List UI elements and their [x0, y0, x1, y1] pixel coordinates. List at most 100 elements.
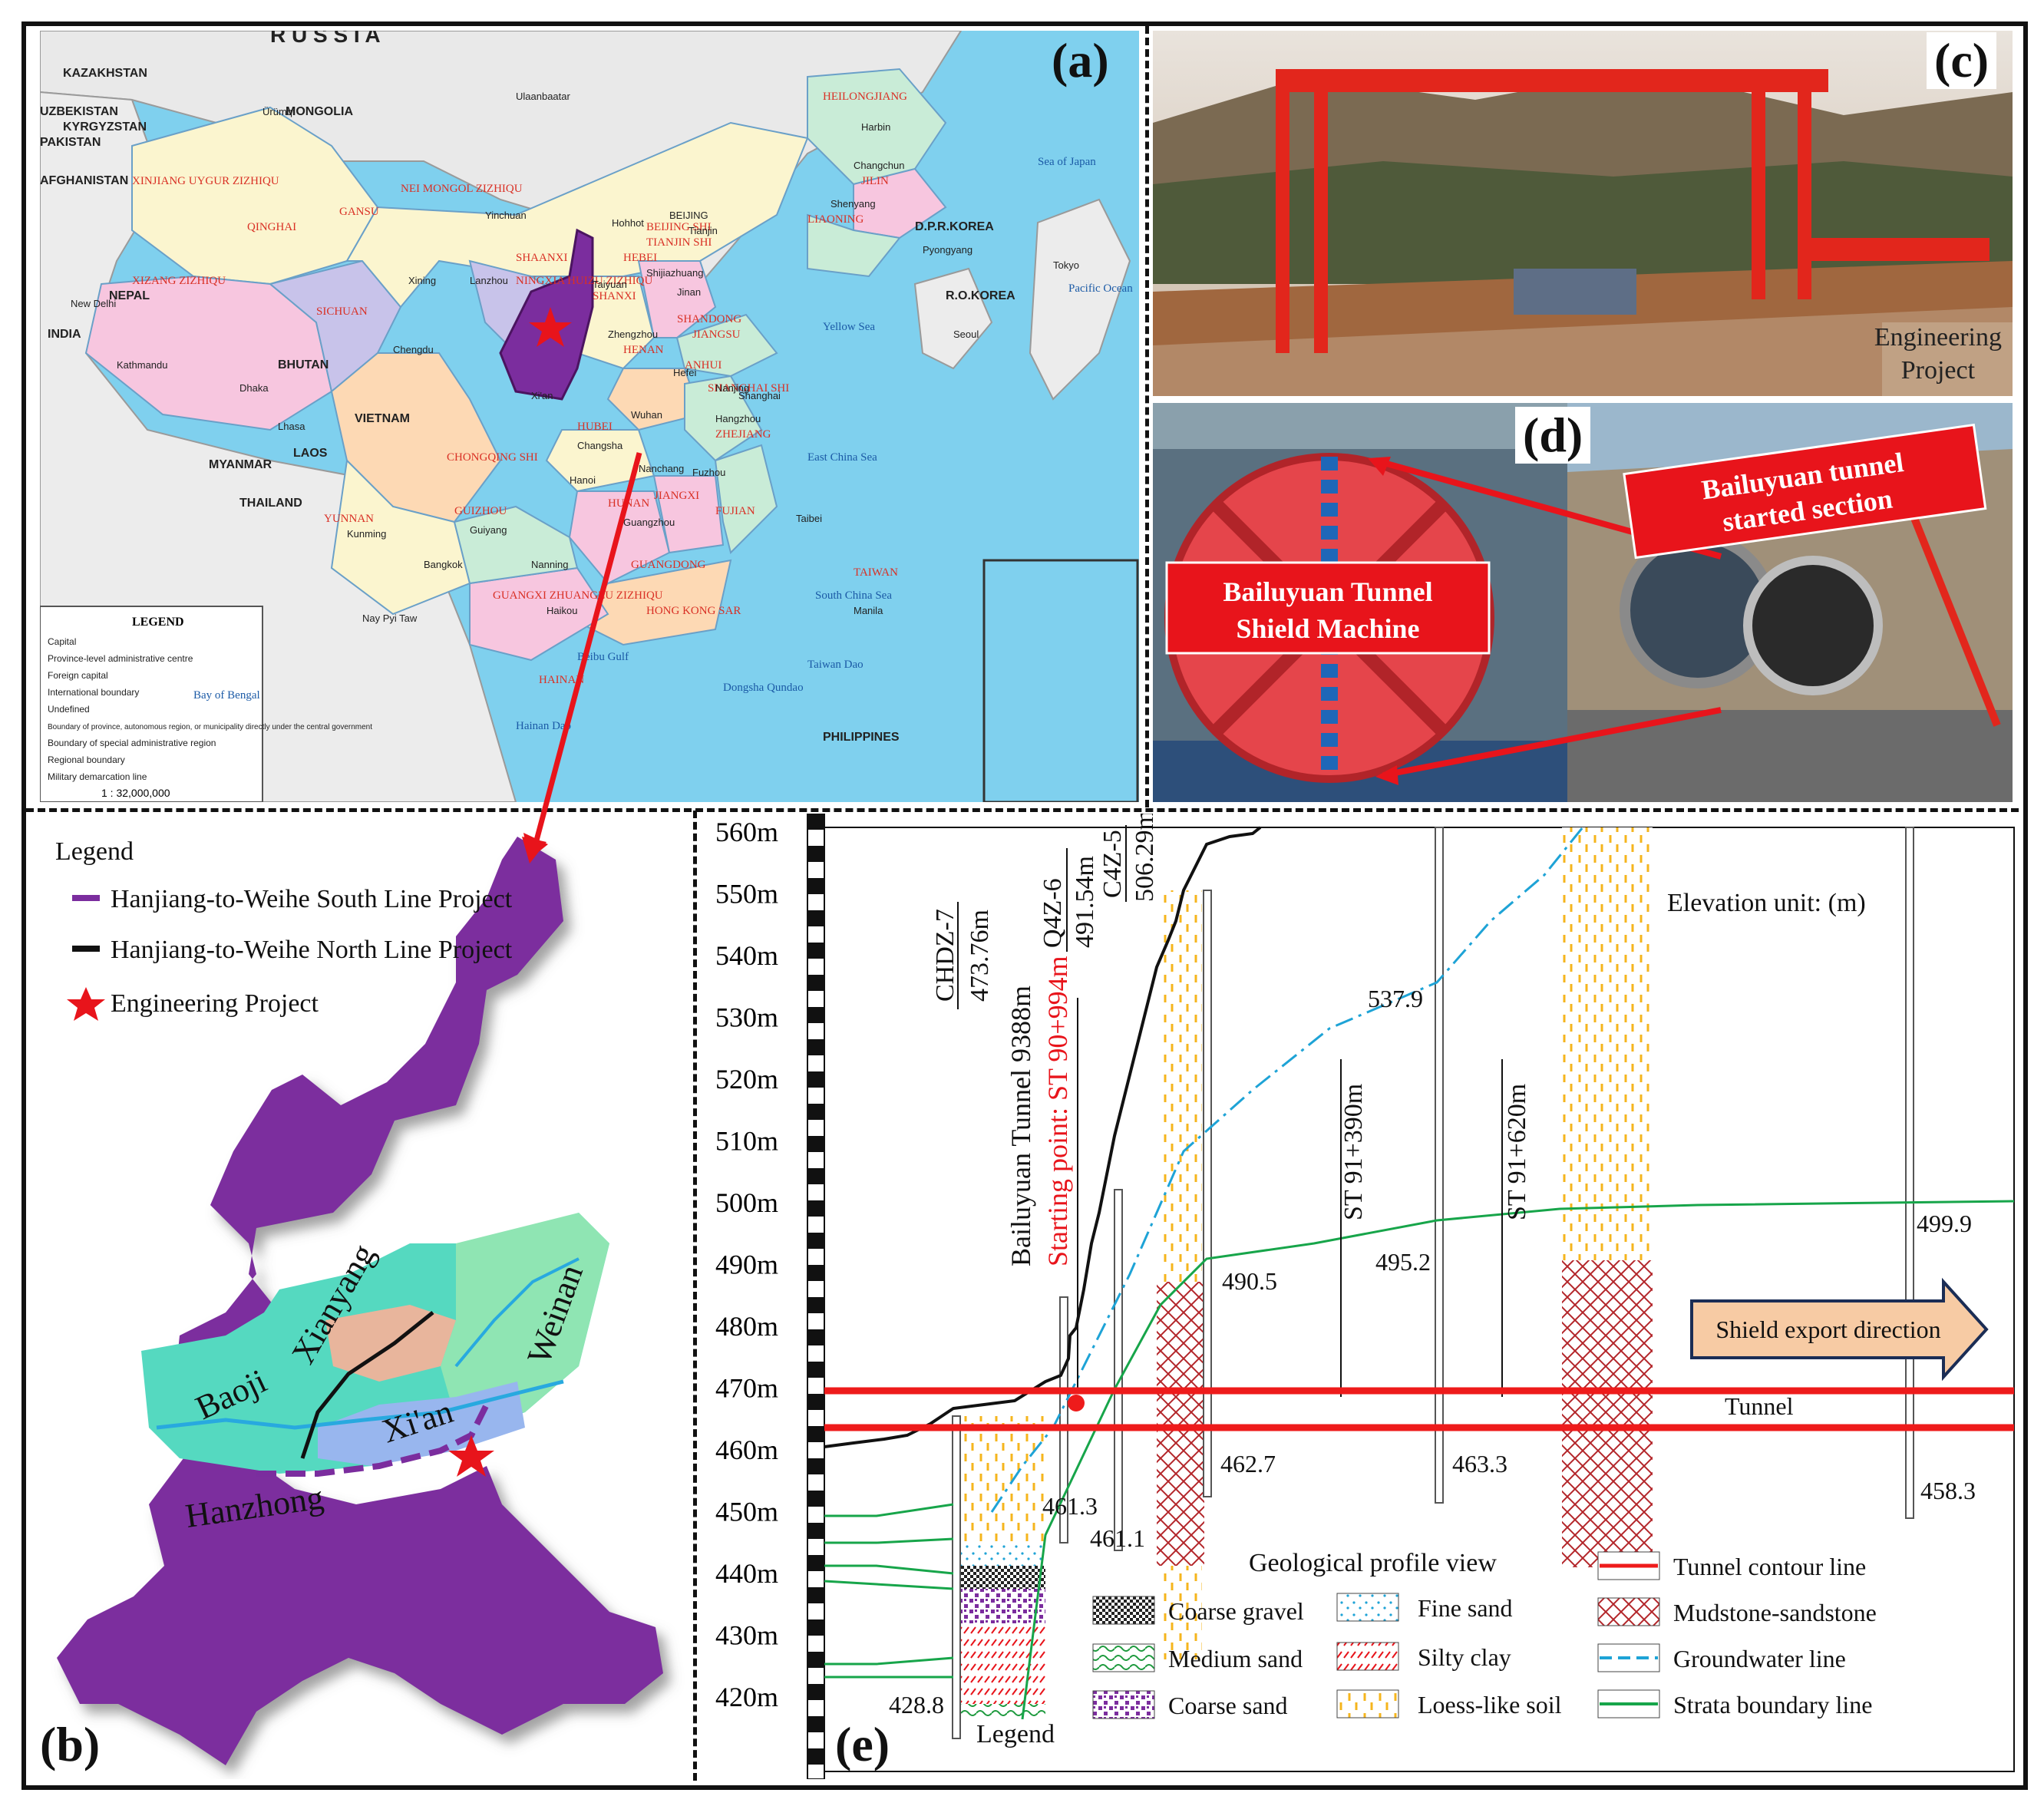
legend-strata: Strata boundary line — [1673, 1691, 1872, 1719]
region-label: NEI MONGOL ZIZHIQU — [401, 183, 523, 195]
borehole-q4z6 — [1059, 1296, 1068, 1544]
scale-segment — [808, 1619, 824, 1636]
figure-frame — [21, 21, 2028, 1790]
panel-c-caption-line2: Project — [1900, 355, 1976, 385]
japan-land — [1029, 198, 1131, 401]
jiangxi-region — [652, 475, 725, 554]
map-a-legend-item-0: Capital — [48, 636, 76, 647]
country-label: UZBEKISTAN — [40, 105, 118, 118]
profile-svg: 560m 550m 540m 530m 520m 510m 500m 490m … — [715, 814, 2015, 1779]
scale-segment — [808, 1716, 824, 1732]
china-map-svg: LEGEND Capital Province-level administra… — [40, 31, 1139, 802]
country-label: THAILAND — [239, 497, 302, 510]
value-495-2: 495.2 — [1375, 1248, 1431, 1276]
scale-segment — [808, 1426, 824, 1442]
wei-river — [156, 1379, 564, 1430]
city-label: Changchun — [854, 160, 905, 171]
scale-segment — [808, 1200, 824, 1217]
region-label: HENAN — [623, 344, 664, 356]
value-490-5: 490.5 — [1222, 1267, 1277, 1295]
borehole-elev-q4z6: 491.54m — [1071, 856, 1099, 948]
scale-segment — [808, 1071, 824, 1088]
borehole-name-q4z6: Q4Z-6 — [1039, 878, 1067, 948]
ground-surface-line — [824, 826, 1262, 1448]
scale-segment — [808, 1297, 824, 1313]
connector-arrow-line — [530, 452, 642, 853]
city-label: Hanoi — [570, 474, 596, 486]
shaanxi-highlight — [499, 228, 594, 401]
city-label: Haikou — [546, 605, 577, 616]
region-label: CHONGQING SHI — [447, 451, 538, 464]
region-label: JIANGSU — [692, 329, 741, 341]
city-label: Hefei — [673, 367, 696, 378]
panel-e-geological-profile: 560m 550m 540m 530m 520m 510m 500m 490m … — [700, 814, 2016, 1779]
region-label: GUIZHOU — [454, 505, 507, 517]
sea-label: Taiwan Dao — [807, 659, 863, 671]
scale-segment — [808, 814, 824, 830]
borehole-fine-sand — [961, 1543, 1045, 1566]
scale-segment — [808, 1587, 824, 1603]
borehole-coarse-sand — [961, 1589, 1045, 1623]
legend-swatch-coarse-sand — [1092, 1690, 1155, 1719]
y-tick: 500m — [715, 1187, 778, 1218]
legend-swatch-star — [67, 987, 105, 1021]
panel-e-tag: (e) — [835, 1717, 890, 1771]
region-label: GANSU — [339, 206, 379, 218]
legend-mudstone: Mudstone-sandstone — [1673, 1599, 1877, 1626]
country-label: MONGOLIA — [286, 105, 353, 118]
panel-a-china-map: LEGEND Capital Province-level administra… — [40, 31, 1139, 802]
map-a-legend-item-6: Boundary of special administrative regio… — [48, 738, 216, 748]
sea-label: Bay of Bengal — [193, 689, 260, 702]
map-b-legend-title: Legend — [55, 837, 134, 866]
sea-label: Hainan Dao — [516, 720, 571, 732]
shield-direction-label: Shield export direction — [1715, 1316, 1940, 1343]
city-label: Ürümqi — [263, 106, 295, 117]
anhui-jiangsu-region — [684, 375, 763, 462]
city-label: Guangzhou — [623, 517, 675, 528]
scale-segment — [808, 1684, 824, 1700]
shandong-region — [675, 313, 778, 378]
zhejiang-fujian-region — [714, 444, 778, 554]
value-462-7: 462.7 — [1220, 1450, 1276, 1477]
borehole-elev-c4z5: 506.29m — [1131, 814, 1159, 902]
region-label: XINJIANG UYGUR ZIZHIQU — [132, 175, 279, 187]
city-label: Fuzhou — [692, 467, 725, 478]
y-tick: 470m — [715, 1373, 778, 1404]
region-label: QINGHAI — [247, 221, 296, 233]
city-label: Hohhot — [612, 217, 644, 229]
region-label: SHANDONG — [677, 313, 741, 325]
map-a-labels: R U S S I A KAZAKHSTAN MONGOLIA KYRGYZSTAN I… — [40, 31, 1133, 744]
sea-label: South China Sea — [815, 589, 892, 602]
city-label: Bangkok — [424, 559, 463, 570]
region-label: HAINAN — [539, 674, 584, 686]
scale-segment — [808, 1265, 824, 1281]
city-label: Nanjing — [715, 382, 749, 394]
city-label: Lhasa — [278, 421, 305, 432]
legend-swatch-silty-clay — [1336, 1642, 1399, 1671]
scale-segment — [808, 1039, 824, 1055]
city-label: Jinan — [677, 286, 701, 298]
city-label: Shanghai — [738, 390, 781, 401]
region-label: ANHUI — [685, 359, 722, 371]
site-building — [1514, 269, 1636, 315]
legend-coarse-sand: Coarse sand — [1168, 1692, 1288, 1719]
map-a-legend-item-8: Military demarcation line — [48, 771, 147, 782]
y-axis-ticks: 560m 550m 540m 530m 520m 510m 500m 490m … — [715, 817, 778, 1712]
map-a-legend-item-7: Regional boundary — [48, 754, 125, 765]
profile-frame — [824, 827, 2015, 1772]
starting-point-marker — [1068, 1395, 1085, 1411]
connector-arrow-head — [522, 837, 546, 863]
value-463-3: 463.3 — [1452, 1450, 1507, 1477]
city-label: Taiyuan — [593, 279, 627, 290]
region-label: HEILONGJIANG — [823, 91, 907, 103]
country-label: MYANMAR — [209, 458, 272, 471]
panel-d-tag: (d) — [1515, 407, 1591, 464]
legend-swatch-medium-sand — [1092, 1643, 1155, 1672]
legend-coarse-gravel: Coarse gravel — [1168, 1597, 1304, 1625]
city-label: Nay Pyi Taw — [362, 612, 418, 624]
map-a-legend-item-5: Boundary of province, autonomous region,… — [48, 723, 372, 731]
map-a-legend-title: LEGEND — [132, 616, 184, 629]
legend-silty-clay: Silty clay — [1418, 1643, 1511, 1671]
legend-swatch-mudstone — [1597, 1597, 1660, 1626]
